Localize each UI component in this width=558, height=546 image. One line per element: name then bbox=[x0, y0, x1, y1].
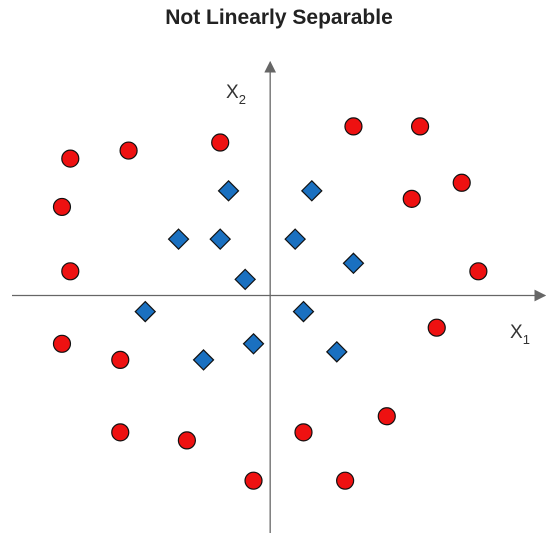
circle-point bbox=[336, 471, 355, 490]
circle-point bbox=[211, 133, 230, 152]
diamond-point bbox=[217, 179, 240, 202]
diamond-point bbox=[209, 228, 232, 250]
circle-point bbox=[52, 197, 72, 217]
circle-point bbox=[427, 318, 446, 337]
diamond-point bbox=[234, 268, 257, 291]
diamond-point bbox=[342, 252, 365, 275]
circle-point bbox=[52, 334, 72, 353]
circle-point bbox=[244, 471, 263, 490]
y-axis-label: X2 bbox=[226, 82, 246, 107]
diamond-point bbox=[300, 179, 323, 202]
circle-point bbox=[61, 262, 80, 281]
chart-title: Not Linearly Separable bbox=[165, 6, 393, 29]
diamond-point bbox=[284, 228, 307, 250]
circle-point bbox=[344, 117, 363, 136]
data-points bbox=[52, 117, 488, 490]
circle-point bbox=[111, 423, 130, 442]
circle-point bbox=[402, 189, 421, 208]
circle-point bbox=[111, 350, 130, 369]
circle-point bbox=[294, 423, 313, 442]
diamond-point bbox=[192, 349, 215, 371]
circle-point bbox=[177, 431, 196, 450]
circle-point bbox=[452, 173, 471, 192]
x-axis-label: X1 bbox=[510, 322, 530, 347]
diamond-point bbox=[134, 300, 157, 323]
diamond-point bbox=[242, 332, 265, 355]
diamond-point bbox=[167, 228, 190, 250]
diamond-point bbox=[292, 300, 315, 323]
diamond-point bbox=[325, 340, 348, 363]
circle-point bbox=[119, 141, 138, 160]
circle-point bbox=[377, 407, 396, 426]
circle-point bbox=[410, 117, 430, 136]
axes bbox=[12, 60, 547, 533]
circle-point bbox=[469, 262, 488, 281]
circle-point bbox=[61, 149, 80, 168]
